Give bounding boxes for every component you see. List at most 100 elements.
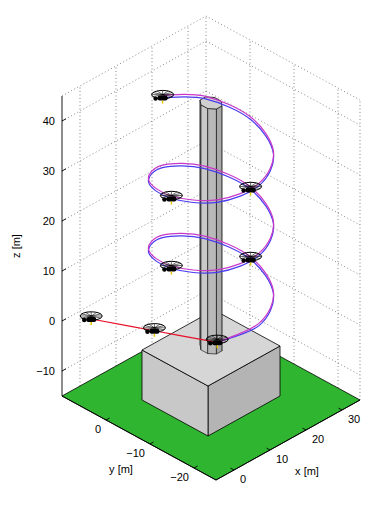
tick-label: 0 <box>49 315 55 327</box>
tick <box>303 428 307 430</box>
chimney-face <box>208 109 217 354</box>
skid <box>162 101 164 104</box>
x-axis <box>216 400 360 480</box>
tick-label: 30 <box>43 165 55 177</box>
rotor-spoke <box>251 254 261 256</box>
chimney-face <box>216 106 222 354</box>
grid-line <box>338 88 339 388</box>
grid-line <box>62 41 206 121</box>
tick <box>339 408 343 410</box>
tick <box>62 319 66 321</box>
grid-line <box>62 191 206 271</box>
grid-line <box>62 241 206 321</box>
tick-label: −10 <box>126 447 145 459</box>
body <box>246 258 256 263</box>
body <box>166 267 176 272</box>
rotor-spoke <box>217 337 227 339</box>
quadrotor <box>80 312 102 325</box>
grid-line <box>62 141 206 221</box>
rotor-spoke <box>245 253 251 257</box>
rotor-spoke <box>171 191 172 195</box>
grid-line <box>116 66 117 366</box>
z-axis <box>62 96 63 396</box>
ground <box>62 316 360 480</box>
grid-line <box>206 91 360 175</box>
grid-line <box>206 241 360 325</box>
rotor-spoke <box>171 261 172 265</box>
trajectory <box>148 97 273 343</box>
body <box>246 188 256 193</box>
quadrotor <box>240 182 262 195</box>
skid <box>250 193 252 196</box>
tick <box>62 369 66 371</box>
quadrotor <box>240 252 262 265</box>
quadrotor <box>206 335 228 348</box>
rotor-spoke <box>149 324 155 328</box>
quadrotor <box>152 90 174 103</box>
chimney <box>200 97 222 354</box>
grid-line <box>188 26 189 326</box>
skid <box>154 334 156 337</box>
rotor-spoke <box>154 326 164 328</box>
rotor-spoke <box>251 184 261 186</box>
tail <box>241 258 245 262</box>
grid-line <box>294 64 295 364</box>
rotor-spoke <box>217 335 218 339</box>
tick <box>62 269 66 271</box>
quadrotor <box>143 324 165 337</box>
grid-line <box>206 41 360 125</box>
grid-line <box>206 191 360 275</box>
rotor-spoke <box>245 183 251 187</box>
rotor-spoke <box>171 193 181 195</box>
grid-line <box>62 91 206 171</box>
trajectory <box>91 319 217 342</box>
plot-area <box>80 90 273 348</box>
rotor-spoke <box>91 314 101 316</box>
rotor-spoke <box>166 192 172 196</box>
rotor-spoke <box>162 90 163 94</box>
axis-frame <box>62 16 360 100</box>
tick-label: −20 <box>170 471 189 483</box>
quadrotor <box>160 261 182 274</box>
body <box>86 317 96 322</box>
grid <box>62 16 360 400</box>
tick-label: 0 <box>240 473 246 485</box>
tick-label: 40 <box>43 115 55 127</box>
rotor-spoke <box>212 336 218 340</box>
tick <box>267 448 271 450</box>
body <box>158 96 168 101</box>
tick-label: 10 <box>43 265 55 277</box>
quadrotor <box>160 191 182 204</box>
tick <box>62 119 66 121</box>
tail <box>82 318 86 322</box>
body <box>166 197 176 202</box>
body <box>149 329 159 334</box>
tick-label: 20 <box>43 215 55 227</box>
axes: −100102030400102030−20−100x [m]y [m]z [m… <box>10 96 360 485</box>
rotor-spoke <box>163 93 173 95</box>
skid <box>90 322 92 325</box>
tick-label: 20 <box>312 433 324 445</box>
skid <box>250 263 252 266</box>
rotor-spoke <box>171 263 181 265</box>
skid <box>171 202 173 205</box>
rotor-spoke <box>166 262 172 266</box>
grid-line <box>152 46 153 346</box>
skid <box>216 345 218 348</box>
tick <box>106 418 110 420</box>
tail <box>145 330 149 334</box>
tick <box>231 468 235 470</box>
rotor-spoke <box>157 91 163 95</box>
rotor-spoke <box>250 182 251 186</box>
tick <box>194 466 198 468</box>
tail <box>162 197 166 201</box>
tick <box>62 219 66 221</box>
tick-label: 0 <box>95 423 101 435</box>
chimney-face <box>201 105 208 354</box>
body <box>212 340 222 345</box>
rotor-spoke <box>250 252 251 256</box>
rotor-spoke <box>86 312 92 316</box>
y-axis <box>62 396 216 480</box>
tail <box>208 341 212 345</box>
chart: −100102030400102030−20−100x [m]y [m]z [m… <box>0 0 384 515</box>
